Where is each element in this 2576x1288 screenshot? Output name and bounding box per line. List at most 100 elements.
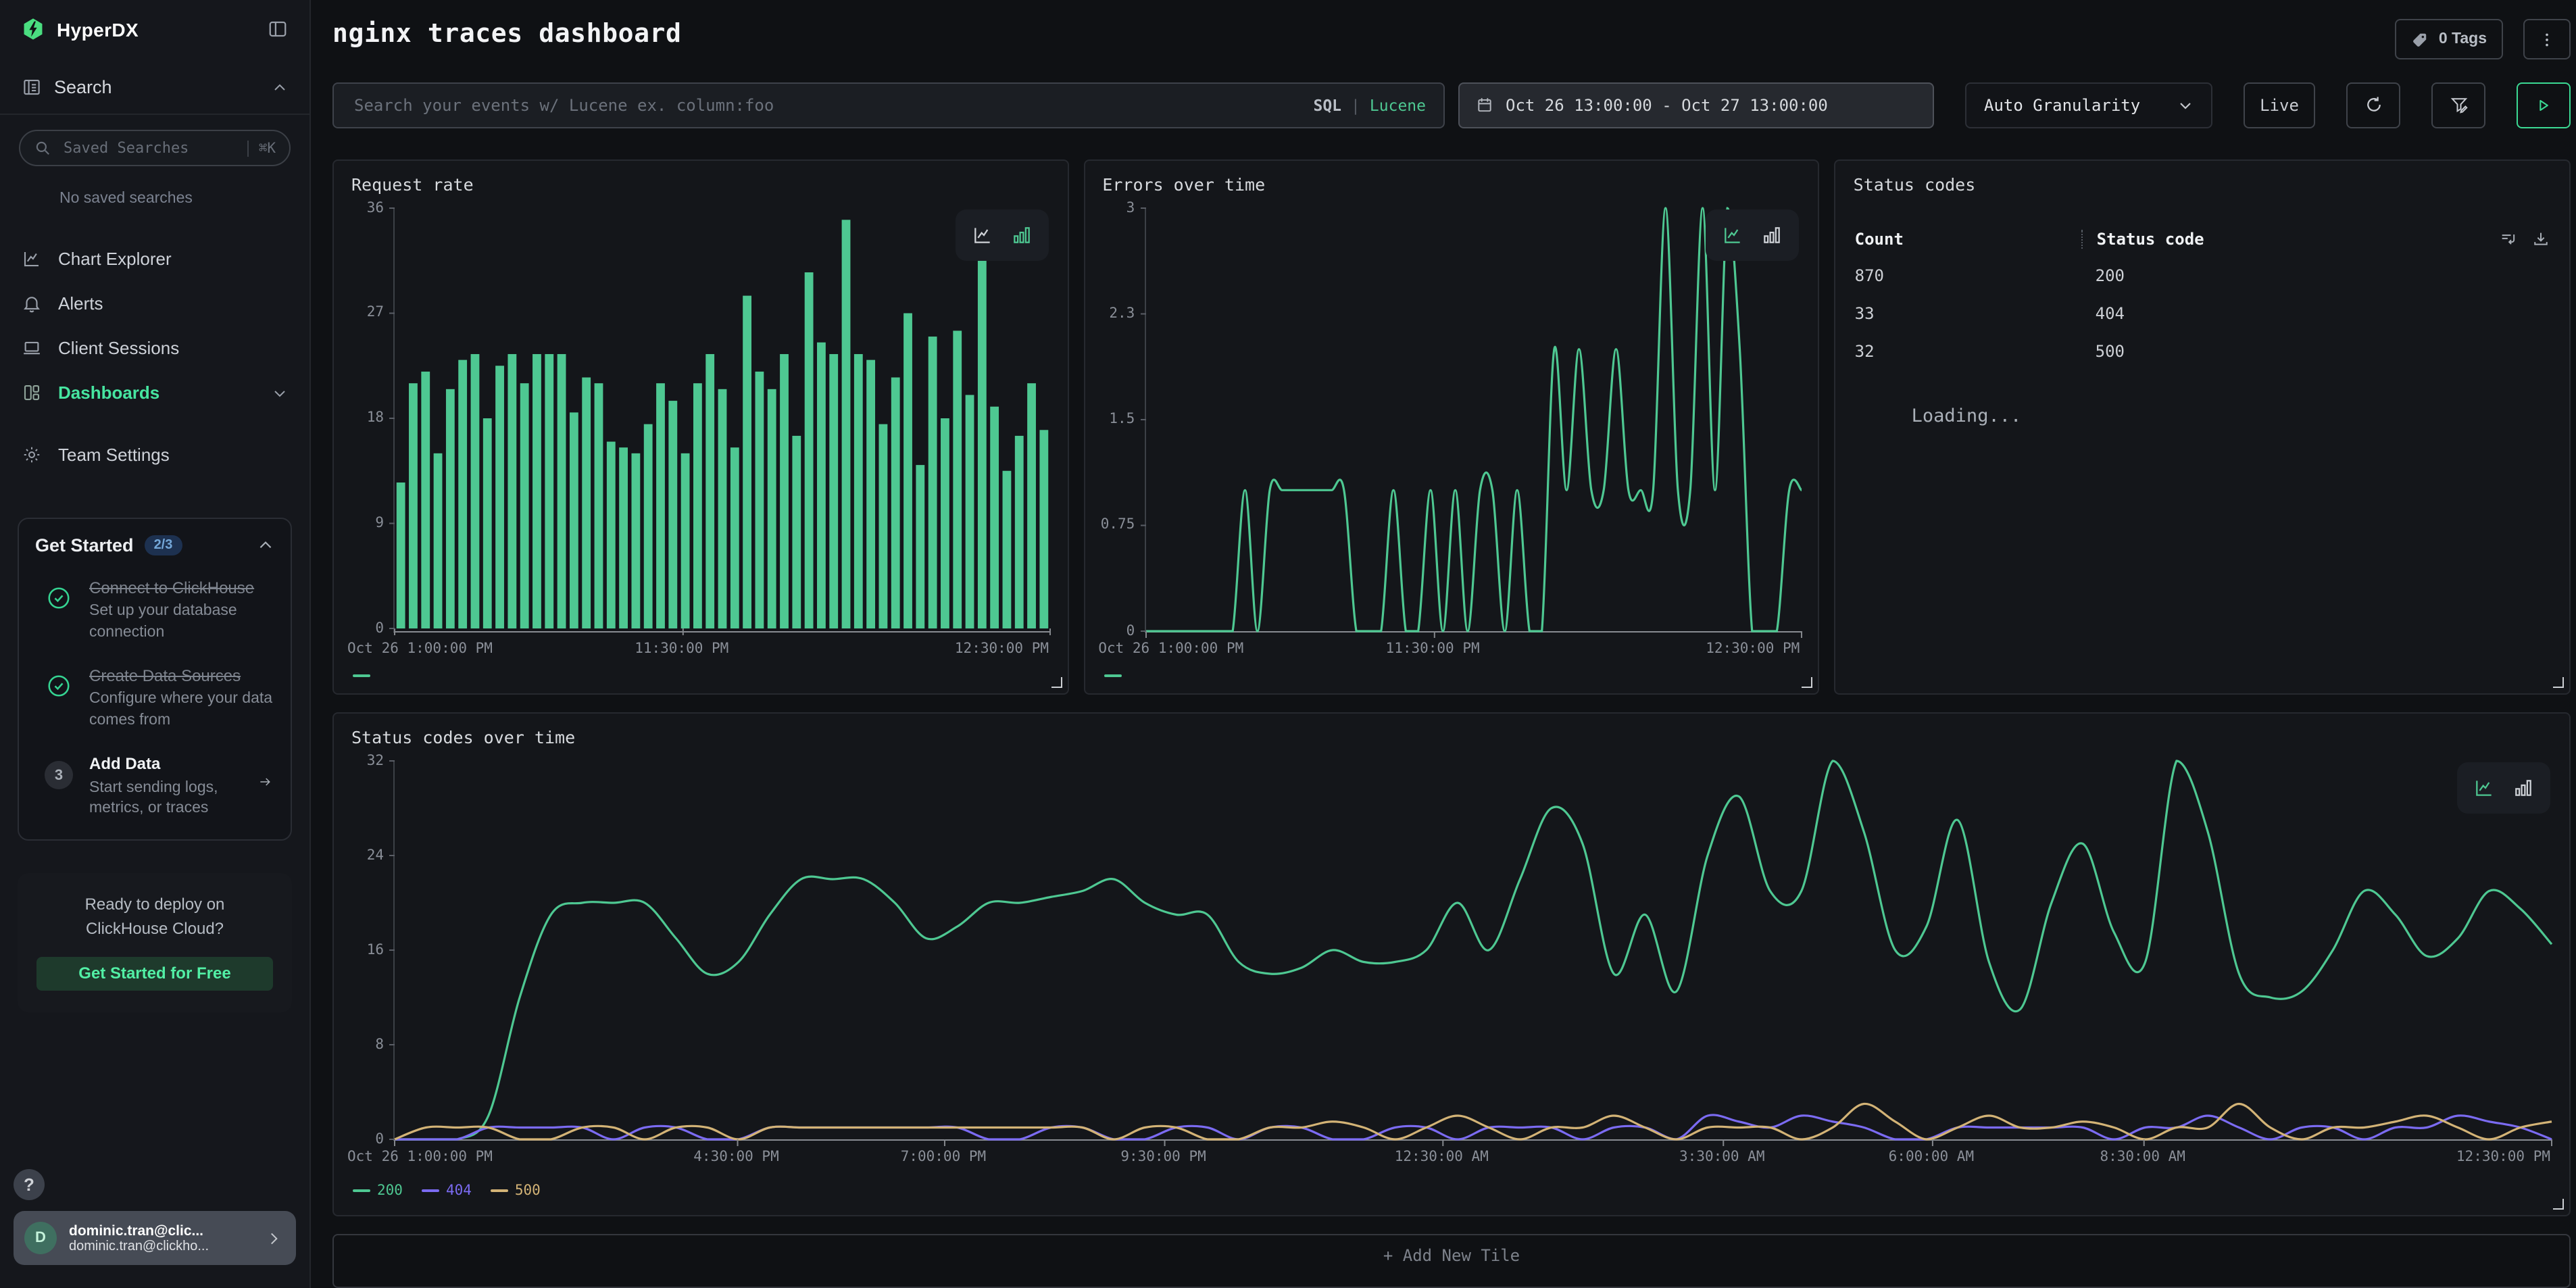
- bar-chart-view-icon[interactable]: [1762, 224, 1783, 245]
- run-query-button[interactable]: [2517, 82, 2571, 128]
- chevron-down-icon: [2177, 97, 2194, 113]
- tile-menu-button[interactable]: [2523, 19, 2571, 59]
- tag-icon: [2412, 30, 2429, 48]
- resize-handle[interactable]: [1051, 676, 1062, 687]
- step-desc: Start sending logs, metrics, or traces: [89, 778, 258, 820]
- user-menu[interactable]: D dominic.tran@clic... dominic.tran@clic…: [14, 1211, 296, 1265]
- divider: [0, 114, 309, 115]
- line-chart-view-icon[interactable]: [1723, 224, 1744, 245]
- step-desc: Set up your database connection: [89, 601, 274, 643]
- user-name: dominic.tran@clic...: [69, 1222, 265, 1239]
- sidebar-item-alerts[interactable]: Alerts: [0, 281, 309, 326]
- chevron-up-icon[interactable]: [257, 537, 274, 554]
- sql-toggle[interactable]: SQL: [1313, 95, 1341, 114]
- step-title: Add Data: [89, 753, 258, 775]
- tile-errors-over-time[interactable]: Errors over time 32.31.50.750 Oct 26 1:0…: [1083, 159, 1819, 694]
- tile-status-codes-over-time[interactable]: Status codes over time 32241680 Oct 26 1…: [332, 712, 2571, 1216]
- deploy-text-line2: ClickHouse Cloud?: [86, 920, 224, 939]
- add-new-tile-button[interactable]: + Add New Tile: [332, 1233, 2571, 1288]
- column-header-count[interactable]: Count: [1855, 229, 2082, 248]
- lucene-toggle[interactable]: Lucene: [1370, 95, 1426, 114]
- get-started-free-button[interactable]: Get Started for Free: [36, 957, 273, 991]
- get-started-step-sources[interactable]: Create Data Sources Configure where your…: [35, 665, 274, 731]
- bar-chart-view-icon[interactable]: [1010, 224, 1032, 245]
- sidebar-collapse-icon[interactable]: [268, 19, 288, 39]
- y-axis-labels: 32241680: [345, 760, 393, 1140]
- get-started-step-connect[interactable]: Connect to ClickHouse Set up your databa…: [35, 577, 274, 643]
- bar-chart-view-icon[interactable]: [2512, 776, 2534, 798]
- legend-entry[interactable]: 500: [491, 1182, 541, 1198]
- x-axis-labels: Oct 26 1:00:00 PM11:30:00 PM12:30:00 PM: [1095, 640, 1800, 662]
- resize-handle[interactable]: [2553, 676, 2564, 687]
- saved-searches-field[interactable]: [61, 138, 248, 158]
- download-icon[interactable]: [2531, 229, 2550, 248]
- tile-title: Status codes: [1836, 160, 2569, 194]
- refresh-icon: [2363, 95, 2383, 115]
- resize-handle[interactable]: [1802, 676, 1813, 687]
- filter-button[interactable]: [2431, 82, 2485, 128]
- column-header-status-code[interactable]: Status code: [2082, 229, 2499, 248]
- refresh-button[interactable]: [2346, 82, 2400, 128]
- search-list-icon: [22, 77, 42, 97]
- sidebar-item-label: Client Sessions: [58, 338, 179, 358]
- chart-view-toggle: [1706, 209, 1800, 260]
- tags-button[interactable]: 0 Tags: [2396, 19, 2503, 59]
- chart-legend: [1085, 662, 1818, 693]
- event-search-bar[interactable]: SQL | Lucene: [332, 82, 1445, 128]
- filter-edit-icon: [2448, 95, 2469, 115]
- errors-over-time-chart[interactable]: [1144, 207, 1801, 632]
- chevron-right-icon: [265, 1229, 282, 1247]
- chevron-up-icon[interactable]: [272, 79, 288, 95]
- get-started-step-add-data[interactable]: 3 Add Data Start sending logs, metrics, …: [35, 753, 274, 820]
- table-row[interactable]: 33404: [1855, 294, 2550, 332]
- dots-vertical-icon: [2538, 30, 2556, 48]
- step-title: Create Data Sources: [89, 665, 274, 687]
- sidebar-item-label: Chart Explorer: [58, 249, 172, 269]
- status-codes-over-time-chart[interactable]: [393, 760, 2552, 1140]
- step-title: Connect to ClickHouse: [89, 577, 274, 599]
- line-chart-view-icon[interactable]: [971, 224, 993, 245]
- x-axis-labels: Oct 26 1:00:00 PM4:30:00 PM7:00:00 PM9:3…: [345, 1148, 2552, 1170]
- request-rate-chart[interactable]: [393, 207, 1050, 632]
- get-started-title: Get Started: [35, 535, 134, 555]
- live-button[interactable]: Live: [2244, 82, 2315, 128]
- sidebar-item-search[interactable]: Search: [0, 77, 309, 97]
- sidebar-item-team-settings[interactable]: Team Settings: [0, 432, 309, 477]
- dashboard-grid-icon: [22, 382, 42, 403]
- legend-entry[interactable]: 200: [353, 1182, 403, 1198]
- sidebar-item-client-sessions[interactable]: Client Sessions: [0, 326, 309, 370]
- avatar: D: [24, 1222, 57, 1254]
- step-number-badge: 3: [45, 762, 73, 790]
- user-email: dominic.tran@clickho...: [69, 1239, 265, 1254]
- legend-entry[interactable]: [353, 674, 370, 676]
- saved-searches-input[interactable]: ⌘K: [19, 130, 291, 166]
- resize-handle[interactable]: [2553, 1198, 2564, 1209]
- hyperdx-logo-icon: [22, 18, 45, 41]
- sidebar-item-dashboards[interactable]: Dashboards: [0, 370, 309, 415]
- sort-icon[interactable]: [2499, 229, 2518, 248]
- granularity-select[interactable]: Auto Granularity: [1965, 82, 2212, 128]
- get-started-progress-badge: 2/3: [145, 535, 182, 555]
- language-separator: |: [1351, 95, 1360, 114]
- tile-request-rate[interactable]: Request rate 36271890 Oct 26 1:00:00 PM1…: [332, 159, 1068, 694]
- calendar-icon: [1476, 96, 1493, 114]
- y-axis-labels: 36271890: [345, 207, 393, 632]
- logo-row: HyperDX: [0, 0, 309, 41]
- table-row[interactable]: 870200: [1855, 256, 2550, 294]
- sidebar-item-chart-explorer[interactable]: Chart Explorer: [0, 237, 309, 281]
- date-range-picker[interactable]: Oct 26 13:00:00 - Oct 27 13:00:00: [1458, 82, 1934, 128]
- help-button[interactable]: ?: [14, 1169, 45, 1200]
- table-row[interactable]: 32500: [1855, 332, 2550, 370]
- line-chart-icon: [22, 249, 42, 269]
- event-search-input[interactable]: [351, 94, 1313, 116]
- legend-entry[interactable]: 404: [422, 1182, 472, 1198]
- bell-icon: [22, 293, 42, 314]
- sidebar-item-label: Alerts: [58, 293, 103, 314]
- page-title: nginx traces dashboard: [332, 19, 682, 49]
- legend-entry[interactable]: [1104, 674, 1121, 676]
- tile-status-codes[interactable]: Status codes Count Status code 870200334…: [1835, 159, 2571, 694]
- line-chart-view-icon[interactable]: [2473, 776, 2495, 798]
- chevron-down-icon[interactable]: [272, 385, 288, 401]
- status-codes-table: 8702003340432500: [1836, 256, 2569, 370]
- play-icon: [2534, 95, 2553, 114]
